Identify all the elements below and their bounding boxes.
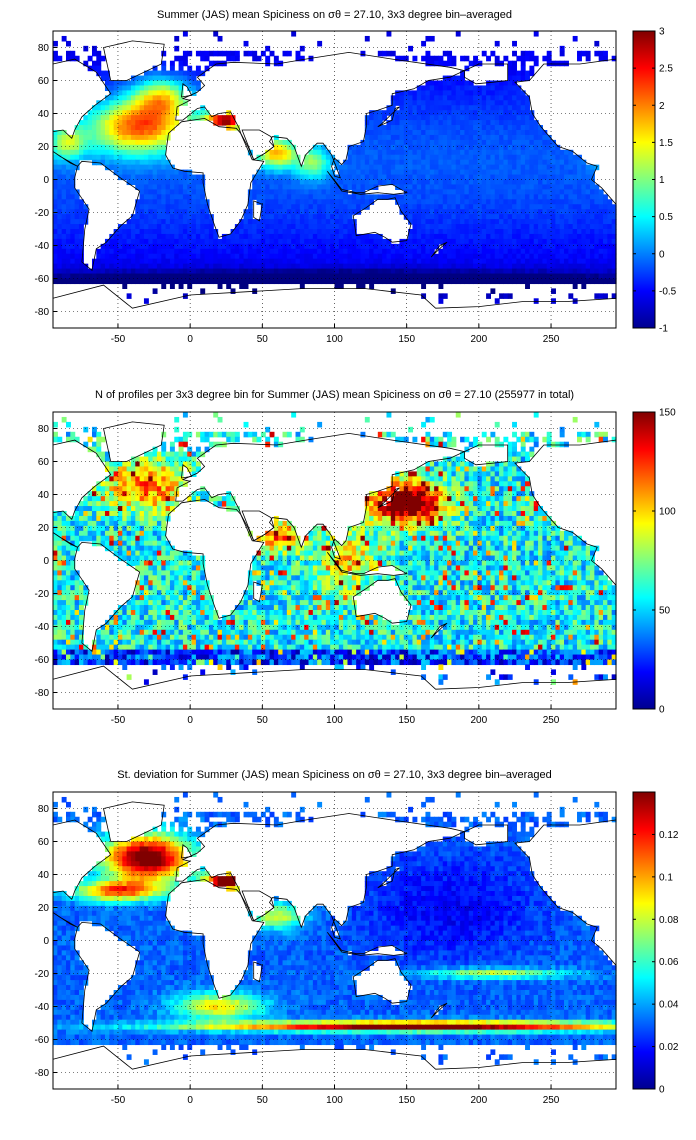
panel-title: Summer (JAS) mean Spiciness on σθ = 27.1…	[157, 9, 512, 21]
colorbar-tick-label: 0.5	[659, 212, 673, 223]
y-tick-label: 0	[43, 556, 49, 567]
y-tick-label: -20	[35, 969, 50, 980]
y-tick-label: -80	[35, 1068, 50, 1079]
y-tick-label: -40	[35, 1002, 50, 1013]
colorbar-tick-label: 0	[659, 705, 665, 716]
y-tick-label: 60	[38, 76, 50, 87]
y-tick-label: 0	[43, 175, 49, 186]
y-tick-label: -60	[35, 655, 50, 666]
y-tick-label: -60	[35, 274, 50, 285]
y-tick-label: -40	[35, 241, 50, 252]
colorbar-tick-label: 2.5	[659, 64, 673, 75]
y-tick-label: 40	[38, 109, 50, 120]
colorbar	[632, 30, 656, 329]
colorbar-tick-label: 0.02	[659, 1042, 679, 1053]
x-tick-label: 0	[187, 334, 193, 345]
y-tick-label: 80	[38, 43, 50, 54]
y-tick-label: -80	[35, 688, 50, 699]
map-panel-2: N of profiles per 3x3 degree bin for Sum…	[35, 389, 677, 726]
y-tick-label: -40	[35, 622, 50, 633]
colorbar-tick-label: 150	[659, 408, 676, 419]
colorbar-tick-label: 0	[659, 1085, 665, 1096]
x-tick-label: 50	[257, 715, 269, 726]
colorbar	[632, 411, 656, 710]
colorbar-tick-label: 0.1	[659, 872, 673, 883]
grid	[53, 792, 616, 1089]
x-tick-label: 100	[326, 1095, 343, 1106]
x-tick-label: 50	[257, 334, 269, 345]
colorbar-tick-label: 2	[659, 101, 665, 112]
map-panel-3: St. deviation for Summer (JAS) mean Spic…	[35, 769, 679, 1106]
x-tick-label: 250	[543, 334, 560, 345]
y-tick-label: 80	[38, 424, 50, 435]
x-tick-label: 50	[257, 1095, 269, 1106]
y-tick-label: 20	[38, 903, 50, 914]
colorbar	[632, 791, 656, 1090]
y-tick-label: 60	[38, 457, 50, 468]
colorbar-tick-label: 100	[659, 507, 676, 518]
x-tick-label: 0	[187, 715, 193, 726]
x-tick-label: 250	[543, 1095, 560, 1106]
y-tick-label: -80	[35, 307, 50, 318]
colorbar-tick-label: -1	[659, 324, 668, 335]
x-tick-label: 0	[187, 1095, 193, 1106]
x-tick-label: 200	[471, 715, 488, 726]
map-panel-1: Summer (JAS) mean Spiciness on σθ = 27.1…	[35, 9, 677, 345]
colorbar-tick-label: 50	[659, 606, 671, 617]
colorbar-tick-label: 0.06	[659, 957, 679, 968]
colorbar-tick-label: 3	[659, 27, 665, 38]
heatmap-cells	[53, 31, 617, 304]
y-tick-label: 80	[38, 804, 50, 815]
y-tick-label: -60	[35, 1035, 50, 1046]
colorbar-tick-label: 1.5	[659, 138, 673, 149]
y-tick-label: 20	[38, 142, 50, 153]
x-tick-label: 250	[543, 715, 560, 726]
x-tick-label: 200	[471, 1095, 488, 1106]
x-tick-label: 100	[326, 334, 343, 345]
panel-title: St. deviation for Summer (JAS) mean Spic…	[117, 769, 552, 781]
colorbar-tick-label: 0.08	[659, 915, 679, 926]
colorbar-tick-label: 0	[659, 249, 665, 260]
x-tick-label: 200	[471, 334, 488, 345]
colorbar-tick-label: 0.12	[659, 830, 679, 841]
y-tick-label: 0	[43, 936, 49, 947]
colorbar-tick-label: 1	[659, 175, 665, 186]
y-tick-label: -20	[35, 208, 50, 219]
heatmap-cells	[53, 412, 617, 685]
y-tick-label: 40	[38, 870, 50, 881]
x-tick-label: -50	[111, 715, 126, 726]
x-tick-label: 150	[398, 715, 415, 726]
panel-title: N of profiles per 3x3 degree bin for Sum…	[95, 389, 574, 401]
grid	[53, 31, 616, 328]
x-tick-label: 150	[398, 1095, 415, 1106]
x-tick-label: 150	[398, 334, 415, 345]
y-tick-label: 60	[38, 837, 50, 848]
heatmap-cells	[53, 792, 617, 1065]
y-tick-label: 20	[38, 523, 50, 534]
y-tick-label: -20	[35, 589, 50, 600]
x-tick-label: -50	[111, 334, 126, 345]
grid	[53, 412, 616, 709]
colorbar-tick-label: 0.04	[659, 1000, 679, 1011]
colorbar-tick-label: -0.5	[659, 286, 677, 297]
x-tick-label: 100	[326, 715, 343, 726]
x-tick-label: -50	[111, 1095, 126, 1106]
y-tick-label: 40	[38, 490, 50, 501]
